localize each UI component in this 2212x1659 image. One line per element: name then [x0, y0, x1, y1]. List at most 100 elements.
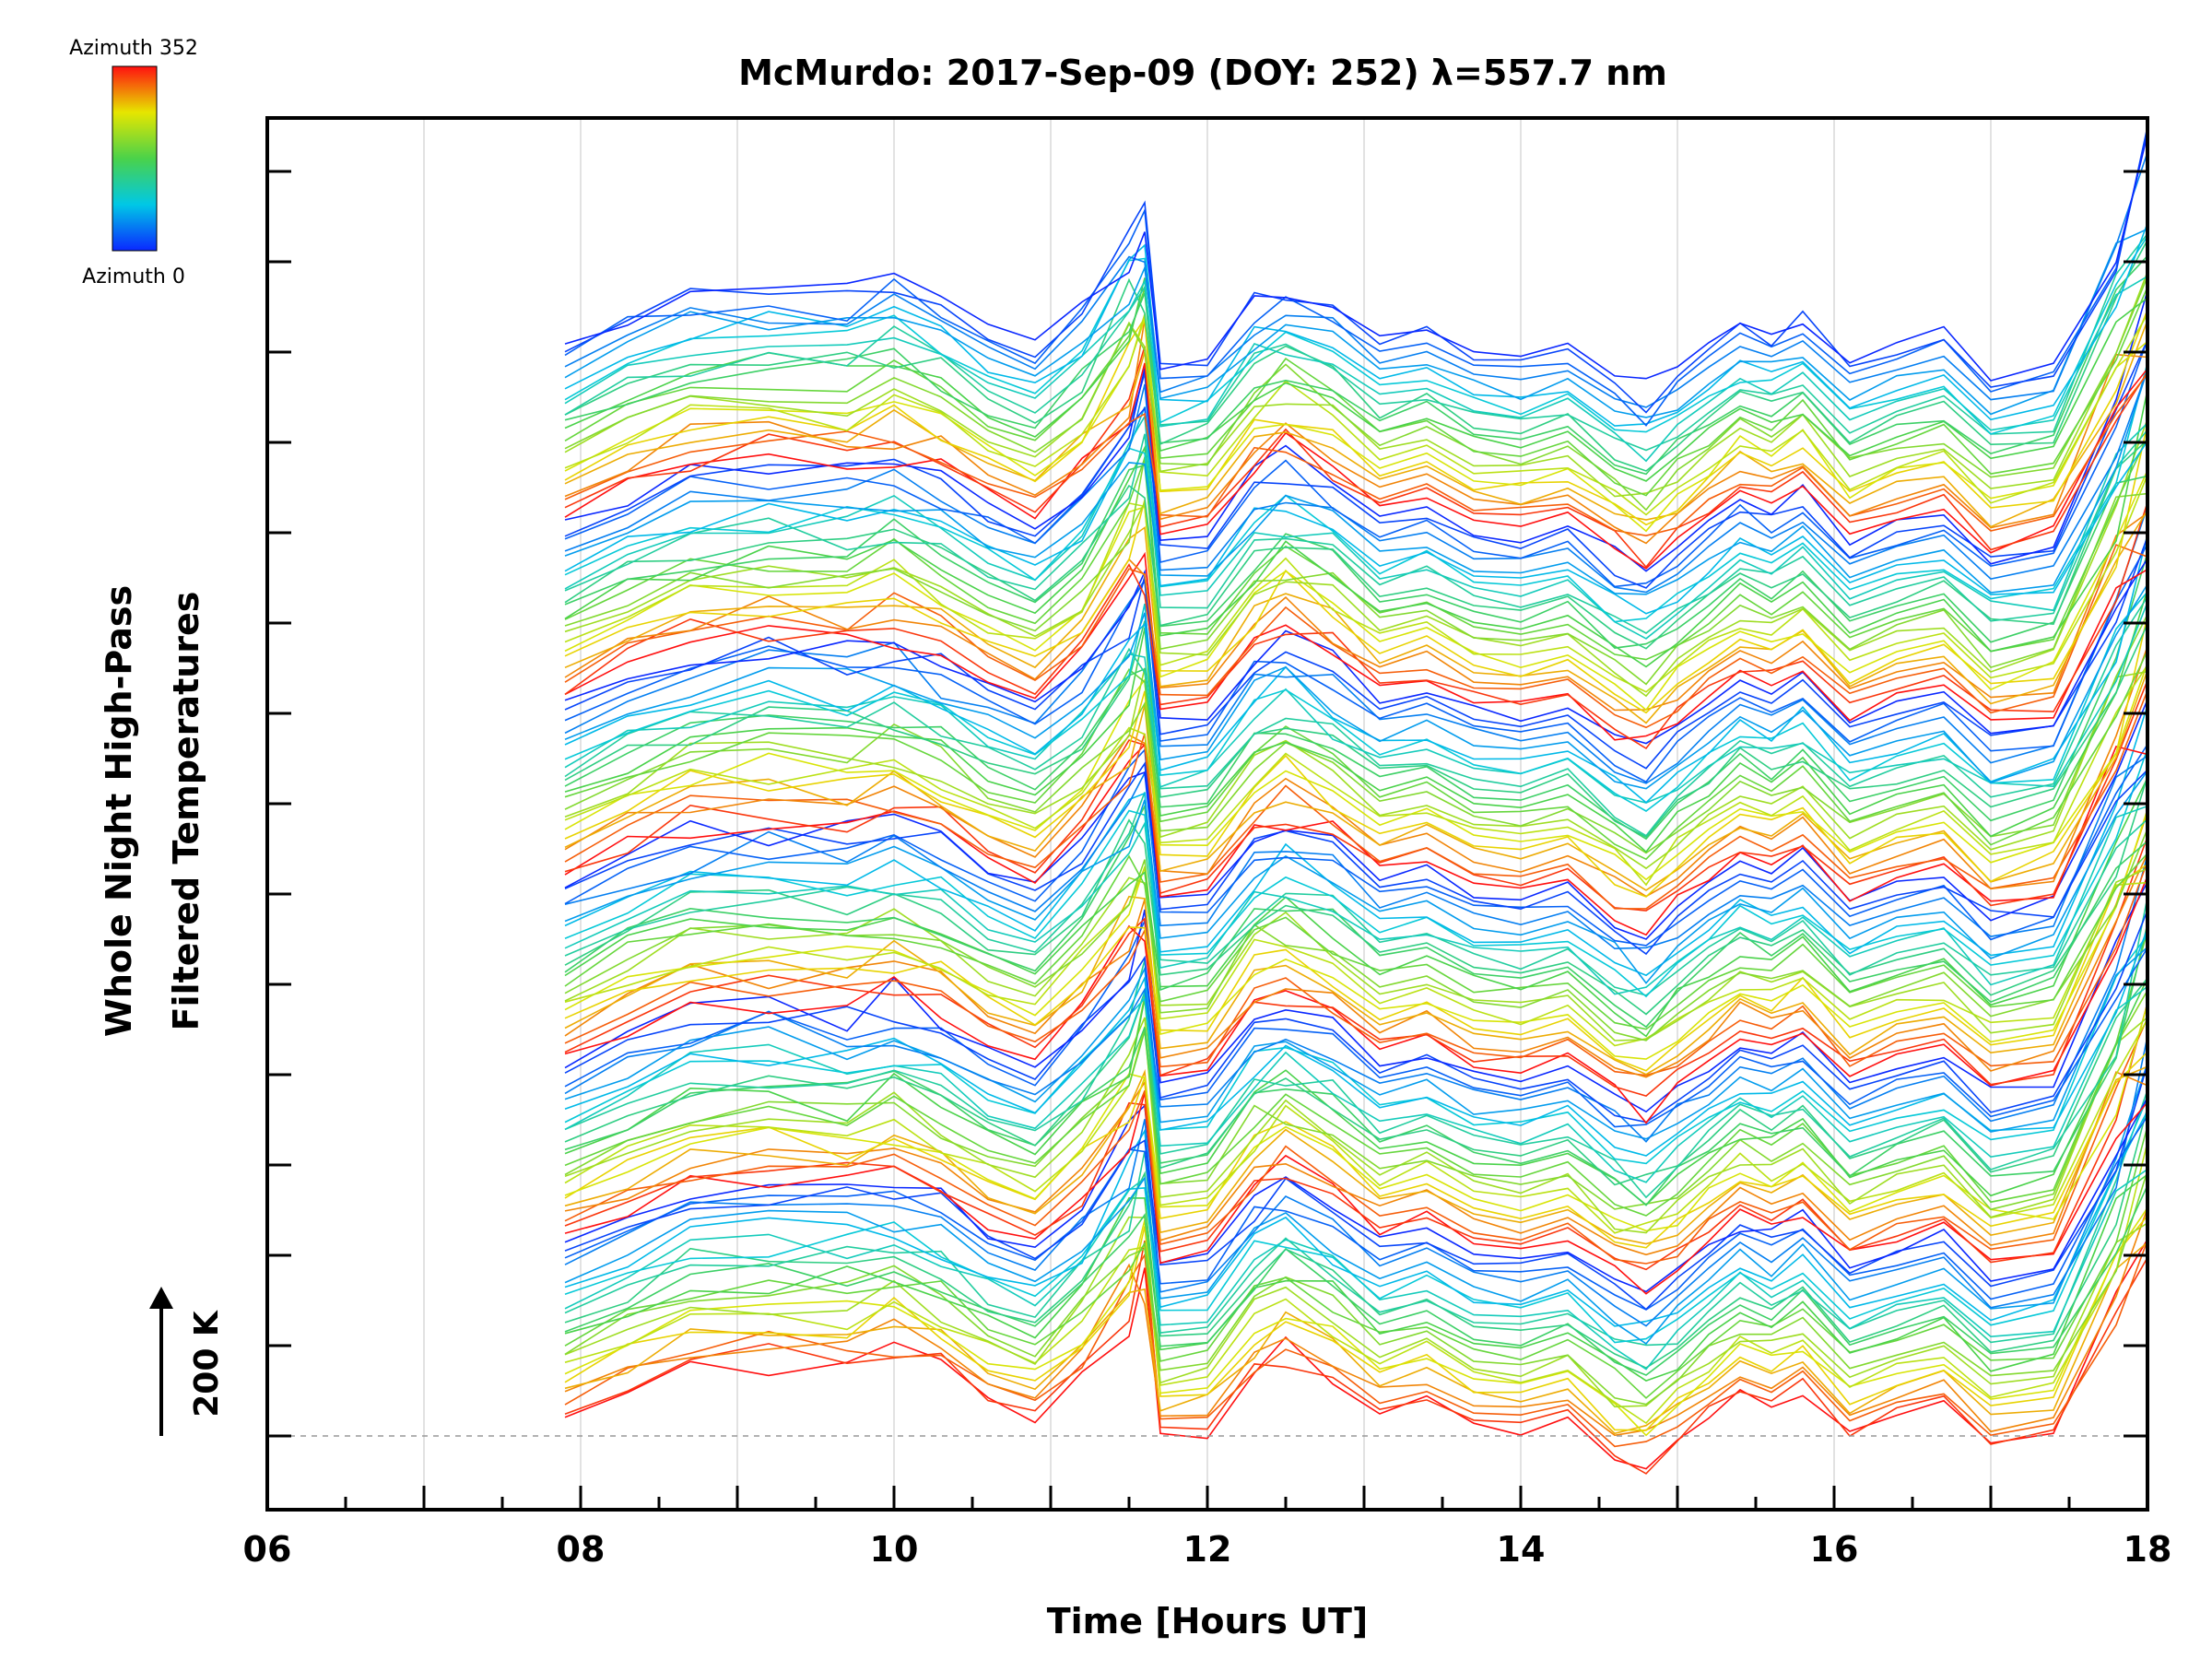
azimuth-trace: [564, 369, 2147, 595]
x-tick-label-14: 14: [1497, 1529, 1546, 1570]
azimuth-trace: [564, 918, 2147, 1128]
azimuth-trace: [564, 977, 2147, 1186]
azimuth-trace: [564, 418, 2147, 698]
azimuth-trace: [564, 836, 2147, 1097]
azimuth-trace: [564, 240, 2147, 472]
azimuth-trace: [564, 373, 2147, 537]
azimuth-trace: [564, 896, 2147, 1199]
azimuth-trace: [564, 867, 2147, 1041]
azimuth-trace: [564, 1064, 2147, 1311]
azimuth-trace: [564, 551, 2147, 741]
x-tick-label-08: 08: [557, 1529, 606, 1570]
scale-bar-label: 200 K: [188, 1310, 226, 1418]
azimuth-trace: [564, 662, 2147, 881]
azimuth-trace: [564, 803, 2147, 1029]
azimuth-trace: [564, 222, 2147, 427]
azimuth-trace: [564, 865, 2147, 1047]
azimuth-trace: [564, 439, 2147, 650]
azimuth-trace: [564, 1110, 2147, 1327]
azimuth-trace: [564, 977, 2147, 1206]
x-tick-label-10: 10: [870, 1529, 919, 1570]
azimuth-trace: [564, 947, 2147, 1140]
azimuth-trace: [564, 470, 2147, 712]
azimuth-trace: [564, 339, 2147, 588]
azimuth-trace: [564, 792, 2147, 996]
azimuth-trace: [564, 990, 2147, 1211]
azimuth-trace: [564, 620, 2147, 839]
azimuth-trace: [564, 474, 2147, 693]
azimuth-trace: [564, 853, 2147, 1030]
azimuth-trace: [564, 313, 2147, 516]
azimuth-trace: [564, 290, 2147, 572]
azimuth-trace: [564, 135, 2147, 382]
azimuth-trace: [564, 881, 2147, 1113]
x-tick-label-18: 18: [2124, 1529, 2172, 1570]
azimuth-trace: [564, 346, 2147, 569]
azimuth-trace: [564, 423, 2147, 714]
azimuth-trace: [564, 1018, 2147, 1265]
azimuth-trace: [564, 406, 2147, 615]
azimuth-trace: [564, 667, 2147, 870]
azimuth-trace: [564, 854, 2147, 1143]
azimuth-trace: [564, 1002, 2147, 1271]
azimuth-trace: [564, 1173, 2147, 1382]
y-axis-label-line2: Filtered Temperatures: [166, 592, 206, 1031]
y-axis-label-line1: Whole Night High-Pass: [99, 585, 139, 1037]
azimuth-trace: [564, 370, 2147, 594]
azimuth-trace: [564, 812, 2147, 1076]
azimuth-trace: [564, 1142, 2147, 1425]
azimuth-trace: [564, 362, 2147, 623]
azimuth-trace: [564, 429, 2147, 634]
azimuth-trace: [564, 761, 2147, 956]
azimuth-trace: [564, 255, 2147, 476]
azimuth-trace: [564, 235, 2147, 435]
azimuth-trace: [564, 319, 2147, 545]
azimuth-trace: [564, 544, 2147, 783]
azimuth-trace: [564, 456, 2147, 686]
azimuth-trace: [564, 132, 2147, 427]
azimuth-trace: [564, 596, 2147, 837]
azimuth-trace: [564, 1169, 2147, 1371]
azimuth-trace: [564, 1063, 2147, 1345]
azimuth-trace: [564, 1051, 2147, 1249]
azimuth-trace: [564, 1171, 2147, 1406]
azimuth-trace: [564, 828, 2147, 1041]
azimuth-trace: [564, 770, 2147, 984]
azimuth-trace: [564, 755, 2147, 950]
azimuth-trace: [564, 339, 2147, 589]
azimuth-trace: [564, 1017, 2147, 1234]
azimuth-trace: [564, 1003, 2147, 1232]
azimuth-trace: [564, 650, 2147, 861]
azimuth-trace: [564, 544, 2147, 729]
azimuth-trace: [564, 287, 2147, 497]
colorbar-bottom-label: Azimuth 0: [82, 265, 185, 288]
azimuth-trace: [564, 464, 2147, 649]
scale-bar-arrow-head: [149, 1287, 173, 1309]
azimuth-trace: [564, 853, 2147, 1078]
azimuth-trace: [564, 1240, 2147, 1448]
azimuth-trace: [564, 151, 2147, 408]
x-tick-label-12: 12: [1183, 1529, 1232, 1570]
azimuth-trace: [564, 602, 2147, 804]
scale-bar: 200 K: [149, 1287, 226, 1436]
azimuth-trace: [564, 646, 2147, 898]
x-tick-label-06: 06: [243, 1529, 292, 1570]
azimuth-trace: [564, 1115, 2147, 1311]
azimuth-trace: [564, 228, 2147, 418]
colorbar: Azimuth 352 Azimuth 0: [69, 37, 198, 288]
azimuth-trace: [564, 277, 2147, 482]
azimuth-trace: [564, 1107, 2147, 1370]
azimuth-trace: [564, 670, 2147, 891]
y-axis-ticks: [267, 170, 2147, 1438]
azimuth-trace: [564, 748, 2147, 998]
azimuth-trace: [564, 928, 2147, 1157]
azimuth-trace: [564, 512, 2147, 712]
azimuth-trace: [564, 1036, 2147, 1327]
azimuth-trace: [564, 1097, 2147, 1344]
azimuth-trace: [564, 699, 2147, 940]
azimuth-trace: [564, 591, 2147, 812]
azimuth-trace: [564, 744, 2147, 947]
azimuth-trace: [564, 876, 2147, 1124]
colorbar-top-label: Azimuth 352: [69, 37, 198, 60]
